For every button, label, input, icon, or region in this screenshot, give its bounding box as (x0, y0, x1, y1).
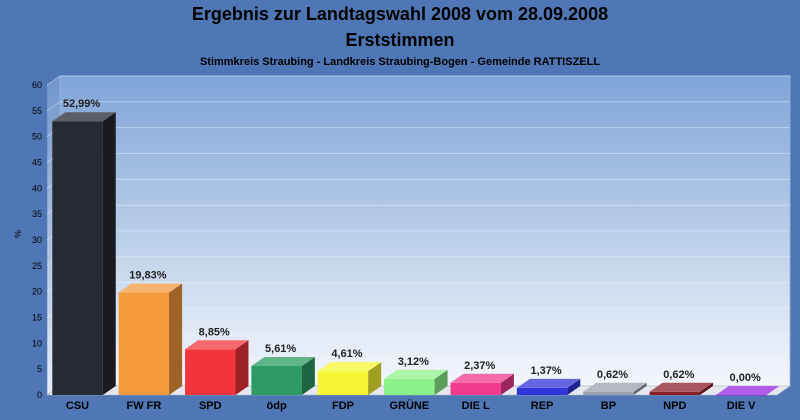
bar-REP: 1,37% (516, 365, 581, 395)
bar-front (450, 382, 501, 395)
bar-front (715, 395, 767, 396)
data-label: 5,61% (265, 343, 296, 355)
bar-SPD: 8,85% (185, 326, 249, 395)
bar-top (715, 386, 780, 395)
y-tick-label: 15 (32, 313, 42, 323)
data-label: 52,99% (63, 98, 101, 110)
bar-top (118, 283, 183, 293)
x-tick-label: BP (601, 400, 616, 412)
bar-side (235, 340, 249, 395)
data-label: 0,00% (730, 372, 761, 384)
bar-ödp: 5,61% (251, 343, 315, 395)
bar-front (649, 391, 701, 395)
y-tick-label: 40 (32, 183, 42, 193)
y-tick-label: 5 (37, 364, 42, 374)
data-label: 8,85% (199, 326, 230, 338)
chart-subtitle-region: Stimmkreis Straubing - Landkreis Straubi… (200, 56, 600, 68)
bar-FDP: 4,61% (317, 348, 382, 395)
x-tick-label: REP (531, 400, 554, 412)
y-tick-label: 35 (32, 209, 42, 219)
bar-DIE L: 2,37% (450, 360, 514, 395)
grid-line-side (46, 101, 61, 112)
data-label: 0,62% (597, 369, 628, 381)
grid-line-side (46, 75, 61, 86)
x-tick-label: CSU (66, 400, 89, 412)
x-tick-label: GRÜNE (389, 399, 429, 412)
bars: 52,99% 19,83% 8,85% 5,61% 4,61% 3,12% 2,37% 1,3… (52, 98, 780, 396)
bar-top (450, 373, 514, 383)
data-label: 1,37% (530, 365, 561, 377)
y-tick-label: 60 (32, 80, 42, 90)
y-tick-label: 50 (32, 132, 42, 142)
bar-front (384, 378, 435, 395)
bar-front (516, 387, 568, 395)
bar-BP: 0,62% (583, 369, 647, 395)
bar-top (384, 369, 448, 379)
y-tick-label: 45 (32, 158, 42, 168)
bar-front (317, 371, 369, 395)
bar-FW FR: 19,83% (118, 270, 183, 395)
bar-DIE V: 0,00% (715, 372, 780, 396)
x-tick-label: SPD (199, 400, 222, 412)
y-tick-label: 55 (32, 106, 42, 116)
bar-top (52, 112, 116, 122)
bar-top (649, 382, 714, 392)
bar-front (583, 391, 634, 395)
bar-CSU: 52,99% (52, 98, 116, 396)
y-tick-label: 25 (32, 261, 42, 271)
data-label: 0,62% (663, 369, 694, 381)
data-label: 4,61% (331, 348, 362, 360)
bar-top (583, 382, 647, 392)
bar-front (52, 121, 103, 396)
chart-title: Ergebnis zur Landtagswahl 2008 vom 28.09… (192, 4, 608, 24)
x-tick-label: NPD (663, 400, 686, 412)
bar-side (567, 378, 581, 395)
data-label: 3,12% (398, 356, 429, 368)
bar-side (169, 283, 183, 395)
bar-NPD: 0,62% (649, 369, 714, 395)
bar-GRÜNE: 3,12% (384, 356, 448, 395)
chart-subtitle: Erststimmen (345, 30, 454, 50)
x-tick-label: DIE L (462, 400, 490, 412)
y-tick-label: 0 (37, 390, 42, 400)
bar-top (317, 362, 382, 372)
bar-side (368, 362, 382, 395)
data-label: 19,83% (129, 270, 167, 282)
bar-top (251, 357, 315, 367)
bar-side (700, 382, 714, 395)
x-axis: CSU FW FR SPD ödp FDP GRÜNE DIE L REP BP NPD DIE V (66, 399, 756, 412)
bar-side (434, 369, 448, 395)
y-tick-label: 10 (32, 338, 42, 348)
x-tick-label: DIE V (727, 400, 756, 412)
x-tick-label: FDP (332, 400, 354, 412)
x-tick-label: FW FR (126, 400, 161, 412)
x-tick-label: ödp (267, 400, 287, 412)
bar-front (118, 292, 170, 395)
bar-side (633, 382, 647, 395)
data-label: 2,37% (464, 360, 495, 372)
bar-side (102, 112, 116, 396)
y-axis-label: % (13, 230, 23, 238)
y-tick-label: 20 (32, 287, 42, 297)
bar-top (516, 378, 581, 388)
bar-front (185, 349, 236, 395)
y-axis: 0 5 10 15 20 25 30 35 40 45 50 55 60 (32, 80, 42, 400)
y-tick-label: 30 (32, 235, 42, 245)
bar-side (301, 357, 315, 395)
bar-top (185, 340, 249, 350)
bar-side (500, 373, 514, 395)
bar-front (251, 366, 302, 395)
